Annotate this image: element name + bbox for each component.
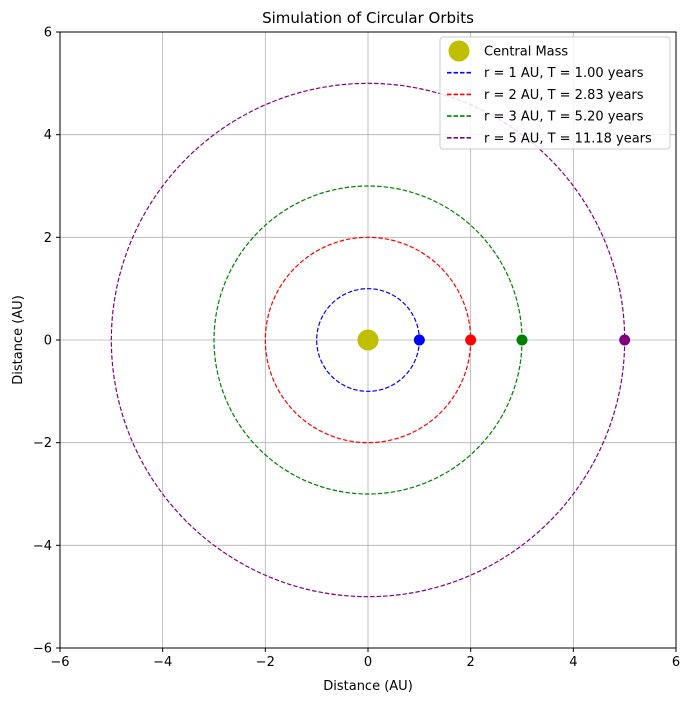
x-tick-label: −2 (256, 655, 275, 670)
planet-marker (619, 334, 631, 346)
legend-box (439, 36, 671, 150)
legend: Central Mass r = 1 AU, T = 1.00 years r = … (439, 36, 671, 150)
legend-entry-label: r = 2 AU, T = 2.83 years (484, 88, 644, 103)
y-axis-label: Distance (AU) (11, 295, 26, 385)
x-tick-label: 4 (569, 655, 577, 670)
x-tick-label: −4 (153, 655, 172, 670)
legend-central-mass-marker (448, 40, 470, 62)
ticks: −6 −4 −2 0 2 4 6 −6 −4 −2 0 2 4 6 (33, 26, 680, 671)
y-tick-label: 0 (44, 334, 52, 349)
x-tick-label: −6 (50, 655, 69, 670)
y-tick-label: −4 (33, 539, 52, 554)
legend-entry-label: r = 3 AU, T = 5.20 years (484, 110, 644, 125)
legend-entry-label: r = 5 AU, T = 11.18 years (484, 131, 652, 146)
x-tick-label: 6 (672, 655, 680, 670)
x-tick-label: 0 (364, 655, 372, 670)
chart-title: Simulation of Circular Orbits (262, 9, 474, 27)
planet-marker (413, 334, 425, 346)
x-tick-label: 2 (467, 655, 475, 670)
planet-marker (465, 334, 477, 346)
central-mass-marker (357, 329, 379, 351)
y-tick-label: 2 (44, 231, 52, 246)
y-tick-label: 6 (44, 26, 52, 41)
legend-entry-label: Central Mass (484, 45, 568, 60)
y-tick-label: −6 (33, 642, 52, 657)
x-axis-label: Distance (AU) (323, 679, 413, 694)
y-tick-label: 4 (44, 128, 52, 143)
y-tick-label: −2 (33, 436, 52, 451)
planet-marker (516, 334, 528, 346)
legend-entry-label: r = 1 AU, T = 1.00 years (484, 66, 644, 81)
markers (357, 329, 631, 351)
